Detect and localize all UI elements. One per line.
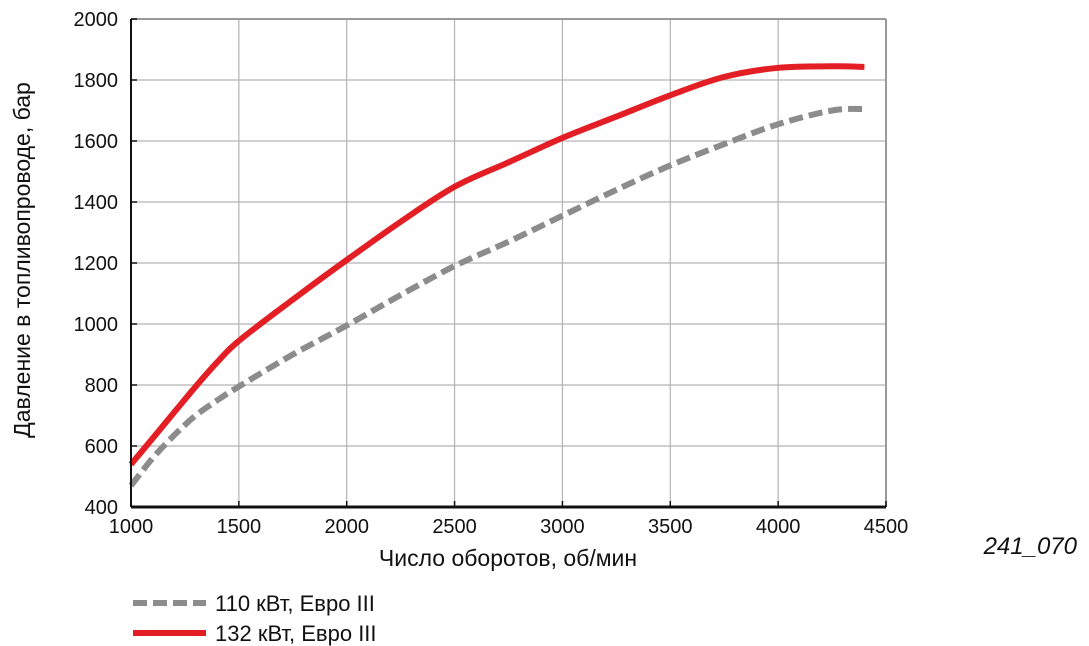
- legend-label-110kw: 110 кВт, Евро III: [215, 591, 375, 616]
- x-tick-label-2000: 2000: [324, 516, 369, 538]
- x-tick-label-4500: 4500: [864, 516, 909, 538]
- grid-lines: [131, 18, 887, 507]
- y-tick-label-400: 400: [85, 497, 118, 519]
- tick-labels: 1000 1500 2000 2500 3000 3500 4000 4500 400 600 80…: [74, 9, 909, 538]
- y-axis-title: Давление в топливопроводе, бар: [9, 82, 35, 438]
- legend: 110 кВт, Евро III 132 кВт, Евро III: [133, 591, 377, 646]
- x-tick-label-1000: 1000: [109, 516, 154, 538]
- series-line-1: [128, 63, 865, 467]
- y-tick-label-1400: 1400: [74, 192, 119, 214]
- y-tick-label-1600: 1600: [74, 131, 119, 153]
- x-tick-label-1500: 1500: [217, 516, 262, 538]
- axes: [130, 18, 887, 509]
- x-tick-label-3000: 3000: [540, 516, 585, 538]
- y-tick-label-1800: 1800: [74, 70, 119, 92]
- x-tick-label-2500: 2500: [432, 516, 477, 538]
- y-tick-label-800: 800: [85, 375, 118, 397]
- y-tick-label-1200: 1200: [74, 253, 119, 275]
- x-tick-label-4000: 4000: [756, 516, 801, 538]
- x-tick-label-3500: 3500: [648, 516, 693, 538]
- series-layer: [128, 63, 865, 488]
- y-tick-label-1000: 1000: [74, 314, 119, 336]
- series-line-0: [128, 105, 865, 488]
- legend-label-132kw: 132 кВт, Евро III: [215, 621, 377, 646]
- figure-id-label: 241_070: [983, 533, 1078, 560]
- y-tick-label-600: 600: [85, 436, 118, 458]
- y-tick-label-2000: 2000: [74, 9, 119, 31]
- x-axis-title: Число оборотов, об/мин: [379, 545, 637, 571]
